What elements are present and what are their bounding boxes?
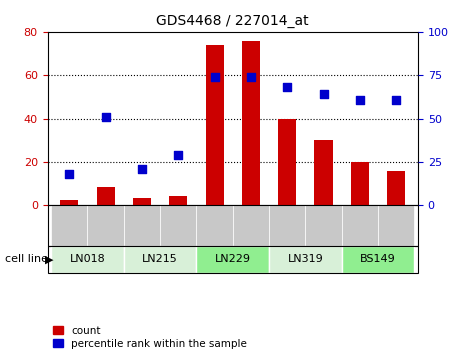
Bar [242,41,260,205]
Point [102,114,109,120]
Bar [314,140,332,205]
Point [211,74,218,80]
Bar [133,198,151,205]
Text: BS149: BS149 [360,254,396,264]
Bar [60,200,78,205]
Bar [278,119,296,205]
Text: LN319: LN319 [287,254,323,264]
Text: LN018: LN018 [69,254,105,264]
Text: LN215: LN215 [142,254,178,264]
Point [174,152,182,158]
Point [320,91,327,97]
Bar [169,195,187,205]
Bar [387,171,405,205]
Point [356,97,364,102]
Text: ▶: ▶ [45,254,54,264]
Title: GDS4468 / 227014_at: GDS4468 / 227014_at [156,14,309,28]
Bar [96,187,114,205]
Point [284,85,291,90]
Bar [206,45,224,205]
Bar [351,162,369,205]
Point [392,97,400,102]
Text: LN229: LN229 [215,254,251,264]
Point [66,171,73,177]
Text: cell line: cell line [5,254,48,264]
Point [138,166,146,172]
Point [247,74,255,80]
Legend: count, percentile rank within the sample: count, percentile rank within the sample [53,326,247,349]
